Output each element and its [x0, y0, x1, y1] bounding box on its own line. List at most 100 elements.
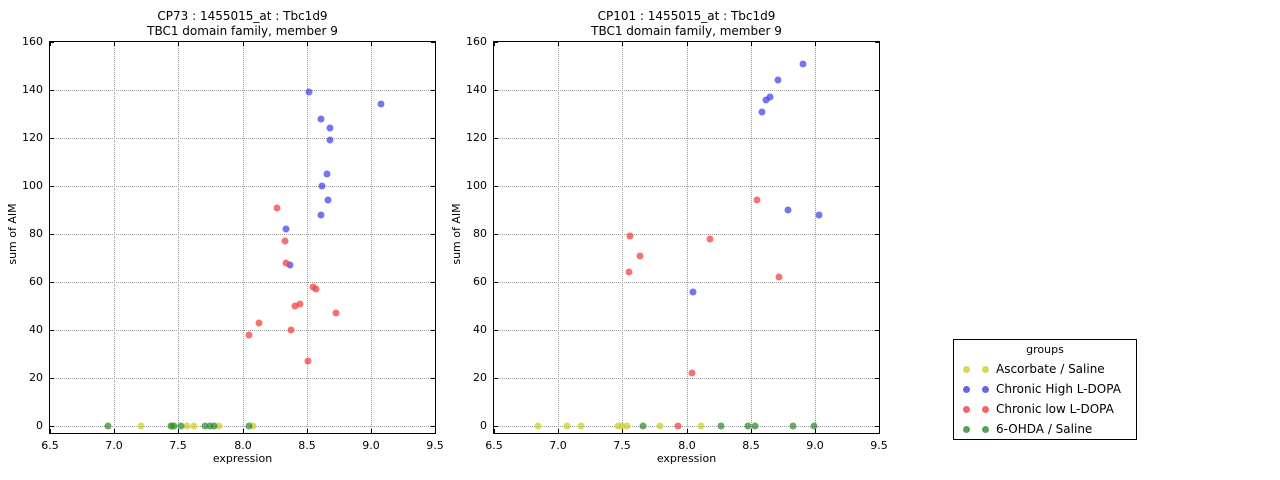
legend-entry: Chronic High L-DOPA — [954, 379, 1136, 399]
data-point — [201, 422, 209, 430]
x-tick-label: 8.5 — [742, 439, 760, 452]
y-tick-mark — [431, 186, 435, 187]
y-tick-label: 80 — [29, 227, 43, 240]
data-point — [324, 196, 332, 204]
y-tick-mark — [50, 426, 54, 427]
y-gridline — [50, 426, 435, 427]
data-point — [766, 93, 774, 101]
y-gridline — [494, 138, 879, 139]
x-tick-mark — [558, 429, 559, 433]
plot2-area: 6.5 7.0 7.5 8.0 8.5 9.0 9.5 0 20 40 60 80 100 120 140 1… — [466, 35, 888, 452]
x-tick-mark — [687, 429, 688, 433]
y-gridline — [494, 426, 879, 427]
data-point — [326, 124, 334, 132]
y-tick-mark — [431, 138, 435, 139]
y-gridline — [50, 378, 435, 379]
y-tick-label: 100 — [22, 179, 43, 192]
data-point — [563, 422, 571, 430]
data-point — [775, 273, 783, 281]
data-point — [210, 422, 218, 430]
plot1-area: 6.5 7.0 7.5 8.0 8.5 9.0 9.5 0 20 40 60 80 100 120 140 1… — [22, 35, 444, 452]
data-point — [706, 235, 714, 243]
x-tick-label: 7.0 — [105, 439, 123, 452]
y-tick-mark — [494, 426, 498, 427]
y-tick-label: 40 — [473, 323, 487, 336]
y-gridline — [50, 186, 435, 187]
x-gridline — [178, 42, 179, 433]
x-gridline — [815, 42, 816, 433]
legend-entry-label: 6-OHDA / Saline — [996, 422, 1093, 436]
data-point — [296, 300, 304, 308]
y-gridline — [50, 282, 435, 283]
data-point — [183, 422, 191, 430]
y-tick-label: 140 — [466, 83, 487, 96]
legend-entry: 6-OHDA / Saline — [954, 419, 1136, 439]
y-tick-label: 120 — [22, 131, 43, 144]
data-point — [689, 288, 697, 296]
data-point — [810, 422, 818, 430]
data-point — [273, 204, 281, 212]
y-tick-mark — [431, 90, 435, 91]
y-gridline — [50, 234, 435, 235]
legend-entry: Chronic low L-DOPA — [954, 399, 1136, 419]
y-tick-mark — [50, 90, 54, 91]
x-tick-mark — [178, 42, 179, 46]
plot1-title: CP73 : 1455015_at : Tbc1d9 TBC1 domain f… — [50, 9, 435, 39]
x-tick-mark — [687, 42, 688, 46]
x-tick-label: 7.0 — [549, 439, 567, 452]
data-point — [282, 259, 290, 267]
y-tick-mark — [494, 90, 498, 91]
data-point — [282, 225, 290, 233]
x-tick-mark — [879, 42, 880, 46]
y-tick-label: 80 — [473, 227, 487, 240]
y-tick-mark — [50, 42, 54, 43]
data-point — [281, 237, 289, 245]
x-tick-label: 8.0 — [234, 439, 252, 452]
data-point — [317, 211, 325, 219]
x-tick-mark — [879, 429, 880, 433]
y-tick-mark — [875, 138, 879, 139]
data-point — [656, 422, 664, 430]
data-point — [688, 369, 696, 377]
y-tick-label: 140 — [22, 83, 43, 96]
data-point — [636, 252, 644, 260]
plot1-xlabel: expression — [212, 452, 273, 465]
legend-entry-label: Chronic High L-DOPA — [996, 382, 1121, 396]
data-point — [789, 422, 797, 430]
data-point — [323, 170, 331, 178]
x-tick-mark — [307, 429, 308, 433]
legend-marker-icon — [982, 426, 989, 433]
y-tick-mark — [494, 234, 498, 235]
y-tick-mark — [431, 282, 435, 283]
legend-title: groups — [1026, 343, 1064, 356]
legend-entry: Ascorbate / Saline — [954, 359, 1136, 379]
plot2-title-line1: CP101 : 1455015_at : Tbc1d9 — [597, 9, 776, 23]
data-point — [577, 422, 585, 430]
data-point — [639, 422, 647, 430]
data-point — [304, 357, 312, 365]
data-point — [177, 422, 185, 430]
data-point — [245, 331, 253, 339]
data-point — [206, 422, 214, 430]
data-point — [170, 422, 178, 430]
legend-entry-label: Chronic low L-DOPA — [996, 402, 1114, 416]
y-gridline — [50, 138, 435, 139]
data-point — [815, 211, 823, 219]
x-tick-label: 8.0 — [678, 439, 696, 452]
x-tick-label: 7.5 — [613, 439, 631, 452]
legend-marker-icon — [982, 386, 989, 393]
x-tick-mark — [371, 42, 372, 46]
data-point — [784, 206, 792, 214]
y-tick-label: 100 — [466, 179, 487, 192]
data-point — [305, 88, 313, 96]
y-gridline — [50, 90, 435, 91]
data-point — [291, 302, 299, 310]
x-tick-mark — [307, 42, 308, 46]
x-tick-mark — [178, 429, 179, 433]
data-point — [167, 422, 175, 430]
y-tick-mark — [494, 282, 498, 283]
x-tick-label: 6.5 — [485, 439, 503, 452]
data-point — [249, 422, 257, 430]
y-tick-mark — [494, 330, 498, 331]
